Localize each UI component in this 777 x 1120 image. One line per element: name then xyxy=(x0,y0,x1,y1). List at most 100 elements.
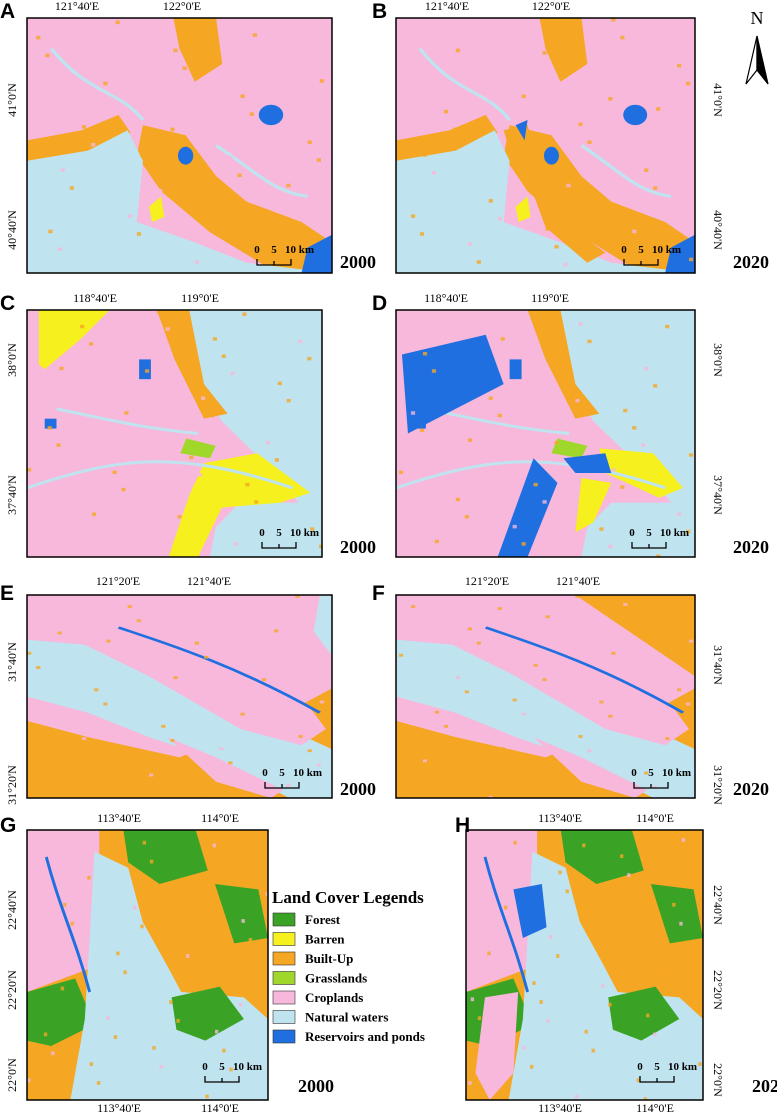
land-cover-speck xyxy=(545,615,550,619)
land-cover-speck xyxy=(434,91,440,96)
land-cover xyxy=(650,884,703,944)
land-cover-speck xyxy=(565,889,569,894)
land-cover-speck xyxy=(69,186,74,190)
land-cover-speck xyxy=(488,795,493,798)
land-cover-speck xyxy=(240,94,245,99)
land-cover-speck xyxy=(679,921,683,926)
legend-label: Grasslands xyxy=(305,971,367,986)
map-frame xyxy=(395,594,696,799)
land-cover-speck xyxy=(542,51,547,55)
land-cover-speck xyxy=(307,140,312,144)
land-cover-speck xyxy=(307,356,312,361)
land-cover-speck xyxy=(509,155,514,160)
land-cover-speck xyxy=(59,366,64,371)
scale-bar xyxy=(639,1076,675,1083)
land-cover-speck xyxy=(587,749,592,753)
land-cover-speck xyxy=(51,1051,55,1056)
scale-bar xyxy=(256,259,292,266)
panel-letter: B xyxy=(372,0,387,23)
river xyxy=(483,856,529,993)
land-cover-speck xyxy=(467,627,472,631)
land-cover-speck xyxy=(620,854,624,859)
land-cover-speck xyxy=(222,1048,226,1053)
land-cover-speck xyxy=(477,1016,482,1021)
land-cover xyxy=(171,986,244,1041)
land-cover-speck xyxy=(103,702,108,706)
land-cover-speck xyxy=(145,369,150,373)
longitude-label: 121°40'E xyxy=(556,574,600,588)
longitude-label: 114°0'E xyxy=(636,1101,674,1115)
scale-label: 0 xyxy=(254,244,260,256)
land-cover-speck xyxy=(35,485,40,489)
reservoir xyxy=(177,146,194,165)
land-cover-speck xyxy=(452,127,457,132)
latitude-label: 41°0'N xyxy=(5,83,19,117)
map-frame xyxy=(465,829,704,1101)
land-cover-speck xyxy=(298,339,303,344)
land-cover-speck xyxy=(45,53,50,58)
longitude-label: 113°40'E xyxy=(538,811,582,825)
land-cover-speck xyxy=(201,396,206,400)
land-cover-speck xyxy=(91,142,96,147)
scale-label: 5 xyxy=(654,1061,660,1073)
land-cover-speck xyxy=(240,712,245,716)
land-cover-speck xyxy=(422,153,428,157)
land-cover-speck xyxy=(81,737,87,740)
land-cover-speck xyxy=(295,201,300,206)
land-cover-speck xyxy=(455,676,460,680)
land-cover-speck xyxy=(27,651,32,655)
land-cover-speck xyxy=(434,710,440,714)
land-cover-speck xyxy=(653,1032,657,1037)
land-cover-speck xyxy=(488,199,493,203)
legend-label: Built-Up xyxy=(305,951,353,966)
scale-label: 5 xyxy=(646,527,652,539)
longitude-label: 113°40'E xyxy=(97,811,141,825)
land-cover-speck xyxy=(36,35,41,40)
land-cover-speck xyxy=(539,1000,543,1004)
land-cover-speck xyxy=(575,201,580,206)
land-cover-speck xyxy=(627,873,631,877)
land-cover-speck xyxy=(434,539,440,544)
land-cover xyxy=(575,477,612,533)
land-cover-speck xyxy=(578,122,583,127)
land-cover-speck xyxy=(178,935,183,940)
land-cover-speck xyxy=(112,470,117,475)
land-cover-speck xyxy=(584,1029,588,1034)
land-cover xyxy=(665,234,695,273)
latitude-label: 38°0'N xyxy=(5,343,19,377)
land-cover-speck xyxy=(431,171,437,175)
land-cover-speck xyxy=(229,1067,233,1072)
land-cover-speck xyxy=(80,857,84,861)
land-cover-speck xyxy=(106,639,111,643)
land-cover-speck xyxy=(533,33,538,37)
scale-label: 10 km xyxy=(668,1061,697,1073)
land-cover-speck xyxy=(530,112,535,116)
latitude-label: 22°0'N xyxy=(711,1063,725,1097)
land-cover-speck xyxy=(643,1097,648,1100)
land-cover xyxy=(27,978,95,1046)
land-cover-speck xyxy=(476,260,481,264)
land-cover-speck xyxy=(115,653,120,657)
land-cover-speck xyxy=(233,542,238,546)
land-cover-speck xyxy=(556,954,560,958)
land-cover-speck xyxy=(443,724,449,728)
land-cover xyxy=(608,986,680,1041)
land-cover-speck xyxy=(96,1081,101,1085)
land-cover-speck xyxy=(566,783,571,787)
land-cover-speck xyxy=(646,1013,650,1018)
land-cover-speck xyxy=(545,227,550,231)
land-cover-speck xyxy=(127,605,132,608)
land-cover xyxy=(38,310,110,370)
land-cover-speck xyxy=(57,631,62,635)
latitude-label: 31°40'N xyxy=(5,642,19,682)
land-cover xyxy=(396,130,695,273)
land-cover-speck xyxy=(608,544,613,549)
land-cover-speck xyxy=(274,458,279,462)
land-cover-speck xyxy=(470,997,475,1002)
land-cover-speck xyxy=(176,1019,180,1023)
land-cover-speck xyxy=(521,712,526,716)
land-cover-speck xyxy=(476,455,481,460)
scale-bar xyxy=(204,1076,240,1083)
land-cover-speck xyxy=(608,714,613,718)
